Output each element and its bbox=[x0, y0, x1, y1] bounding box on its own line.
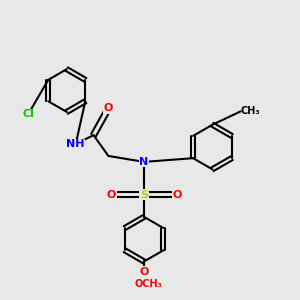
Text: Cl: Cl bbox=[22, 109, 34, 119]
Text: S: S bbox=[140, 190, 148, 200]
Text: O: O bbox=[140, 267, 149, 277]
Text: OCH₃: OCH₃ bbox=[135, 279, 163, 289]
Text: O: O bbox=[172, 190, 182, 200]
Text: NH: NH bbox=[66, 139, 85, 149]
Text: O: O bbox=[107, 190, 116, 200]
Text: N: N bbox=[140, 157, 149, 167]
Text: CH₃: CH₃ bbox=[241, 106, 260, 116]
Text: O: O bbox=[104, 103, 113, 113]
